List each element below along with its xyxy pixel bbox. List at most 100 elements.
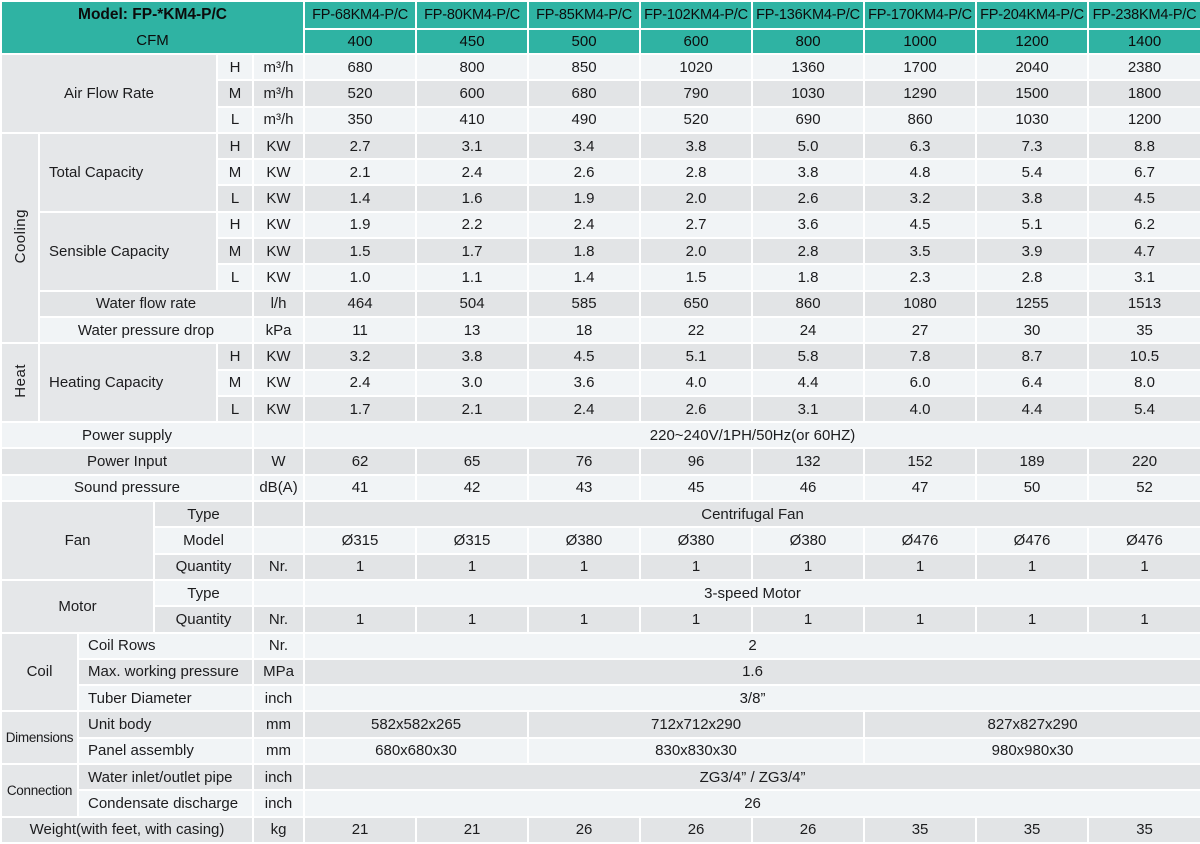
value-cell: 2.8 <box>639 158 754 187</box>
row-unit-body: Dimensions Unit body mm 582x582x265 712x712x… <box>0 710 1200 766</box>
value-cell: 76 <box>527 447 642 476</box>
row-group-label-total-capacity: Total Capacity <box>38 131 218 213</box>
value-cell: 96 <box>639 447 754 476</box>
speed-label: M <box>216 79 254 108</box>
cfm-value: 450 <box>415 28 530 55</box>
row-weight: Weight(with feet, with casing) kg 21 21 26 26… <box>0 815 1200 844</box>
unit-label <box>251 526 306 555</box>
row-motor-type: Motor Type 3-speed Motor <box>0 578 1200 634</box>
merged-value: 680x680x30 <box>303 736 530 766</box>
row-group-label-heating-capacity: Heating Capacity <box>38 342 218 424</box>
value-cell: Ø315 <box>415 526 530 555</box>
value-cell: 3.1 <box>751 394 866 424</box>
value-cell: 45 <box>639 473 754 503</box>
model-series-label: Model: FP-*KM4-P/C <box>78 6 227 23</box>
value-cell: 680 <box>527 79 642 108</box>
value-cell: 1.4 <box>527 263 642 292</box>
value-cell: 4.7 <box>1087 237 1200 266</box>
value-cell: 2.0 <box>639 237 754 266</box>
value-cell: 3.1 <box>415 131 530 161</box>
row-label-motor-type: Type <box>153 578 254 608</box>
value-cell: Ø476 <box>975 526 1090 555</box>
unit-label: mm <box>251 736 306 766</box>
section-label-motor: Motor <box>0 578 155 634</box>
value-cell: 4.8 <box>863 158 978 187</box>
speed-label: M <box>216 158 254 187</box>
value-cell: 1 <box>527 552 642 581</box>
value-cell: 4.5 <box>863 210 978 240</box>
value-cell: 2.8 <box>975 263 1090 292</box>
row-panel-assembly: Panel assembly mm 680x680x30 830x830x30 980x… <box>1 736 1200 766</box>
value-cell: 3.8 <box>751 158 866 187</box>
model-column-header: FP-204KM4-P/C <box>975 0 1090 30</box>
value-cell: Ø476 <box>863 526 978 555</box>
value-cell: 35 <box>863 815 978 844</box>
value-cell: 585 <box>527 289 642 318</box>
cfm-value: 1000 <box>863 28 978 55</box>
value-cell: 26 <box>527 815 642 844</box>
value-cell: 35 <box>1087 815 1200 844</box>
unit-label: KW <box>251 263 306 292</box>
corner-label-wrap: Model: FP-*KM4-P/C CFM <box>3 3 302 52</box>
speed-label: M <box>216 237 254 266</box>
value-cell: 132 <box>751 447 866 476</box>
value-cell: 65 <box>415 447 530 476</box>
unit-label: inch <box>251 684 306 713</box>
merged-value: Centrifugal Fan <box>303 500 1200 529</box>
unit-label: kg <box>251 815 306 844</box>
value-cell: 35 <box>975 815 1090 844</box>
unit-label: KW <box>251 394 306 424</box>
value-cell: 1030 <box>975 105 1090 134</box>
value-cell: 2040 <box>975 52 1090 82</box>
model-column-header: FP-238KM4-P/C <box>1087 0 1200 30</box>
model-column-header: FP-68KM4-P/C <box>303 0 418 30</box>
cfm-value: 500 <box>527 28 642 55</box>
row-coil-rows: Coil Coil Rows Nr. 2 <box>0 631 1200 713</box>
value-cell: 4.5 <box>1087 184 1200 213</box>
value-cell: 2.1 <box>415 394 530 424</box>
row-label-fan-quantity: Quantity <box>153 552 254 581</box>
value-cell: 152 <box>863 447 978 476</box>
value-cell: 2.4 <box>527 394 642 424</box>
value-cell: 1.0 <box>303 263 418 292</box>
row-heating-capacity-l: L KW 1.7 2.1 2.4 2.6 3.1 4.0 4.4 5.4 <box>1 394 1200 424</box>
value-cell: 6.0 <box>863 368 978 397</box>
value-cell: 1020 <box>639 52 754 82</box>
row-label-water-flow-rate: Water flow rate <box>38 289 254 318</box>
value-cell: 860 <box>751 289 866 318</box>
cfm-value: 800 <box>751 28 866 55</box>
row-label-condensate-discharge: Condensate discharge <box>77 789 254 818</box>
value-cell: Ø476 <box>1087 526 1200 555</box>
value-cell: 650 <box>639 289 754 318</box>
value-cell: 1 <box>303 605 418 634</box>
value-cell: 22 <box>639 315 754 345</box>
unit-label: W <box>251 447 306 476</box>
value-cell: 1.5 <box>303 237 418 266</box>
value-cell: 8.7 <box>975 342 1090 371</box>
row-label-water-pressure-drop: Water pressure drop <box>38 315 254 345</box>
value-cell: 5.1 <box>639 342 754 371</box>
value-cell: 3.8 <box>975 184 1090 213</box>
value-cell: 5.8 <box>751 342 866 371</box>
speed-label: H <box>216 131 254 161</box>
row-label-fan-model: Model <box>153 526 254 555</box>
value-cell: 350 <box>303 105 418 134</box>
merged-value: 830x830x30 <box>527 736 866 766</box>
value-cell: 11 <box>303 315 418 345</box>
value-cell: 50 <box>975 473 1090 503</box>
unit-label: Nr. <box>251 605 306 634</box>
unit-label <box>251 578 306 608</box>
row-group-label-air-flow-rate: Air Flow Rate <box>0 53 218 134</box>
value-cell: 4.0 <box>863 394 978 424</box>
model-column-header: FP-170KM4-P/C <box>863 0 978 30</box>
value-cell: 5.0 <box>751 131 866 161</box>
value-cell: Ø380 <box>751 526 866 555</box>
value-cell: 2.6 <box>751 184 866 213</box>
row-sensible-capacity-m: M KW 1.5 1.7 1.8 2.0 2.8 3.5 3.9 4.7 <box>1 237 1200 266</box>
value-cell: 2.6 <box>639 394 754 424</box>
section-label-fan: Fan <box>0 500 155 581</box>
section-label-heat: Heat <box>0 342 40 424</box>
value-cell: 2.7 <box>639 210 754 240</box>
speed-label: H <box>216 52 254 82</box>
